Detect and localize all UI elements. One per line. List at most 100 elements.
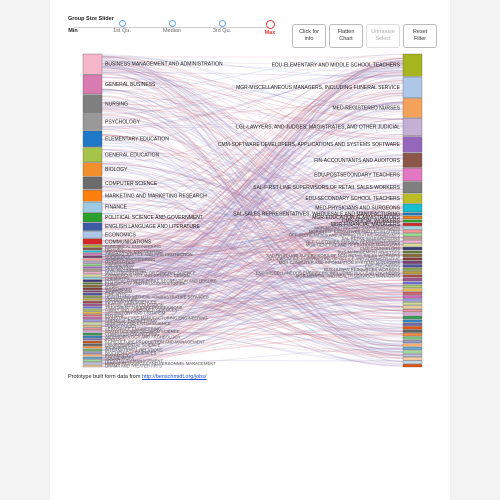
major-bar[interactable] [82, 258, 103, 261]
major-bar[interactable] [82, 250, 103, 253]
major-bar[interactable] [82, 285, 103, 288]
major-bar[interactable] [82, 94, 103, 113]
major-bar[interactable] [82, 362, 103, 365]
occupation-bar[interactable] [402, 326, 423, 330]
major-bar[interactable] [82, 53, 103, 75]
major-bar[interactable] [82, 290, 103, 293]
info-button[interactable]: Click for info [292, 24, 326, 48]
major-bar[interactable] [82, 287, 103, 290]
major-bar[interactable] [82, 311, 103, 314]
major-bar[interactable] [82, 335, 103, 338]
major-bar[interactable] [82, 319, 103, 322]
major-bar[interactable] [82, 359, 103, 362]
occupation-bar[interactable] [402, 319, 423, 323]
occupation-bar[interactable] [402, 53, 423, 77]
occupation-bar[interactable] [402, 291, 423, 295]
major-bar[interactable] [82, 266, 103, 269]
major-bar[interactable] [82, 330, 103, 333]
occupation-bar[interactable] [402, 253, 423, 257]
occupation-bar[interactable] [402, 267, 423, 271]
major-bar[interactable] [82, 176, 103, 190]
major-bar[interactable] [82, 201, 103, 213]
occupation-bar[interactable] [402, 336, 423, 340]
occupation-bar[interactable] [402, 298, 423, 302]
occupation-bar[interactable] [402, 216, 423, 220]
major-bar[interactable] [82, 274, 103, 277]
occupation-bar[interactable] [402, 98, 423, 118]
major-bar[interactable] [82, 364, 103, 368]
major-bar[interactable] [82, 314, 103, 317]
major-bar[interactable] [82, 341, 103, 344]
occupation-bar[interactable] [402, 226, 423, 230]
occupation-bar[interactable] [402, 260, 423, 264]
slider-stop-dot[interactable] [218, 20, 226, 27]
occupation-bar[interactable] [402, 236, 423, 240]
occupation-bar[interactable] [402, 247, 423, 251]
occupation-bar[interactable] [402, 305, 423, 309]
occupation-bar[interactable] [402, 181, 423, 194]
occupation-bar[interactable] [402, 136, 423, 153]
occupation-bar[interactable] [402, 203, 423, 213]
occupation-bar[interactable] [402, 257, 423, 261]
occupation-bar[interactable] [402, 219, 423, 223]
major-bar[interactable] [82, 147, 103, 163]
major-bar[interactable] [82, 325, 103, 328]
major-bar[interactable] [82, 130, 103, 147]
major-bar[interactable] [82, 263, 103, 266]
major-bar[interactable] [82, 293, 103, 296]
major-bar[interactable] [82, 351, 103, 354]
occupation-bar[interactable] [402, 212, 423, 216]
occupation-bars[interactable] [402, 53, 423, 368]
occupation-bar[interactable] [402, 250, 423, 254]
major-bar[interactable] [82, 322, 103, 325]
major-bar[interactable] [82, 113, 103, 131]
major-bar[interactable] [82, 349, 103, 352]
occupation-bar[interactable] [402, 350, 423, 354]
major-bar[interactable] [82, 253, 103, 256]
occupation-bar[interactable] [402, 340, 423, 344]
occupation-bar[interactable] [402, 222, 423, 226]
major-bar[interactable] [82, 303, 103, 306]
occupation-bar[interactable] [402, 312, 423, 316]
occupation-bar[interactable] [402, 229, 423, 233]
flatten-chart-button[interactable]: Flatten Chart [329, 24, 363, 48]
occupation-bar[interactable] [402, 168, 423, 182]
occupation-bar[interactable] [402, 322, 423, 326]
occupation-bar[interactable] [402, 288, 423, 292]
major-bar[interactable] [82, 354, 103, 357]
occupation-bar[interactable] [402, 346, 423, 350]
slider-stop-3rd-qu[interactable]: 3rd Qu. [192, 20, 252, 34]
major-bar[interactable] [82, 327, 103, 330]
major-bar[interactable] [82, 74, 103, 95]
occupation-bar[interactable] [402, 364, 423, 368]
occupation-bar[interactable] [402, 357, 423, 361]
occupation-bar[interactable] [402, 118, 423, 136]
major-bar[interactable] [82, 317, 103, 320]
major-bar[interactable] [82, 261, 103, 264]
occupation-bar[interactable] [402, 271, 423, 275]
major-bar[interactable] [82, 245, 103, 248]
occupation-bar[interactable] [402, 76, 423, 98]
reset-filter-button[interactable]: Reset Filter [403, 24, 437, 48]
occupation-bar[interactable] [402, 315, 423, 319]
slider-stop-1st-qu[interactable]: 1st Qu. [92, 20, 152, 34]
major-bar[interactable] [82, 162, 103, 177]
major-bar[interactable] [82, 295, 103, 298]
major-bar[interactable] [82, 269, 103, 272]
major-bar[interactable] [82, 346, 103, 349]
major-bar[interactable] [82, 271, 103, 274]
major-bar[interactable] [82, 255, 103, 258]
unmouse-select-button[interactable]: Unmouse Select [366, 24, 400, 48]
occupation-bar[interactable] [402, 240, 423, 244]
major-bar[interactable] [82, 238, 103, 245]
major-bar[interactable] [82, 343, 103, 346]
major-bar[interactable] [82, 247, 103, 250]
major-bar[interactable] [82, 222, 103, 231]
major-bar[interactable] [82, 282, 103, 285]
major-bar[interactable] [82, 231, 103, 239]
occupation-bar[interactable] [402, 243, 423, 247]
occupation-bar[interactable] [402, 264, 423, 268]
occupation-bar[interactable] [402, 193, 423, 204]
slider-track[interactable] [74, 27, 270, 28]
major-bar[interactable] [82, 306, 103, 309]
